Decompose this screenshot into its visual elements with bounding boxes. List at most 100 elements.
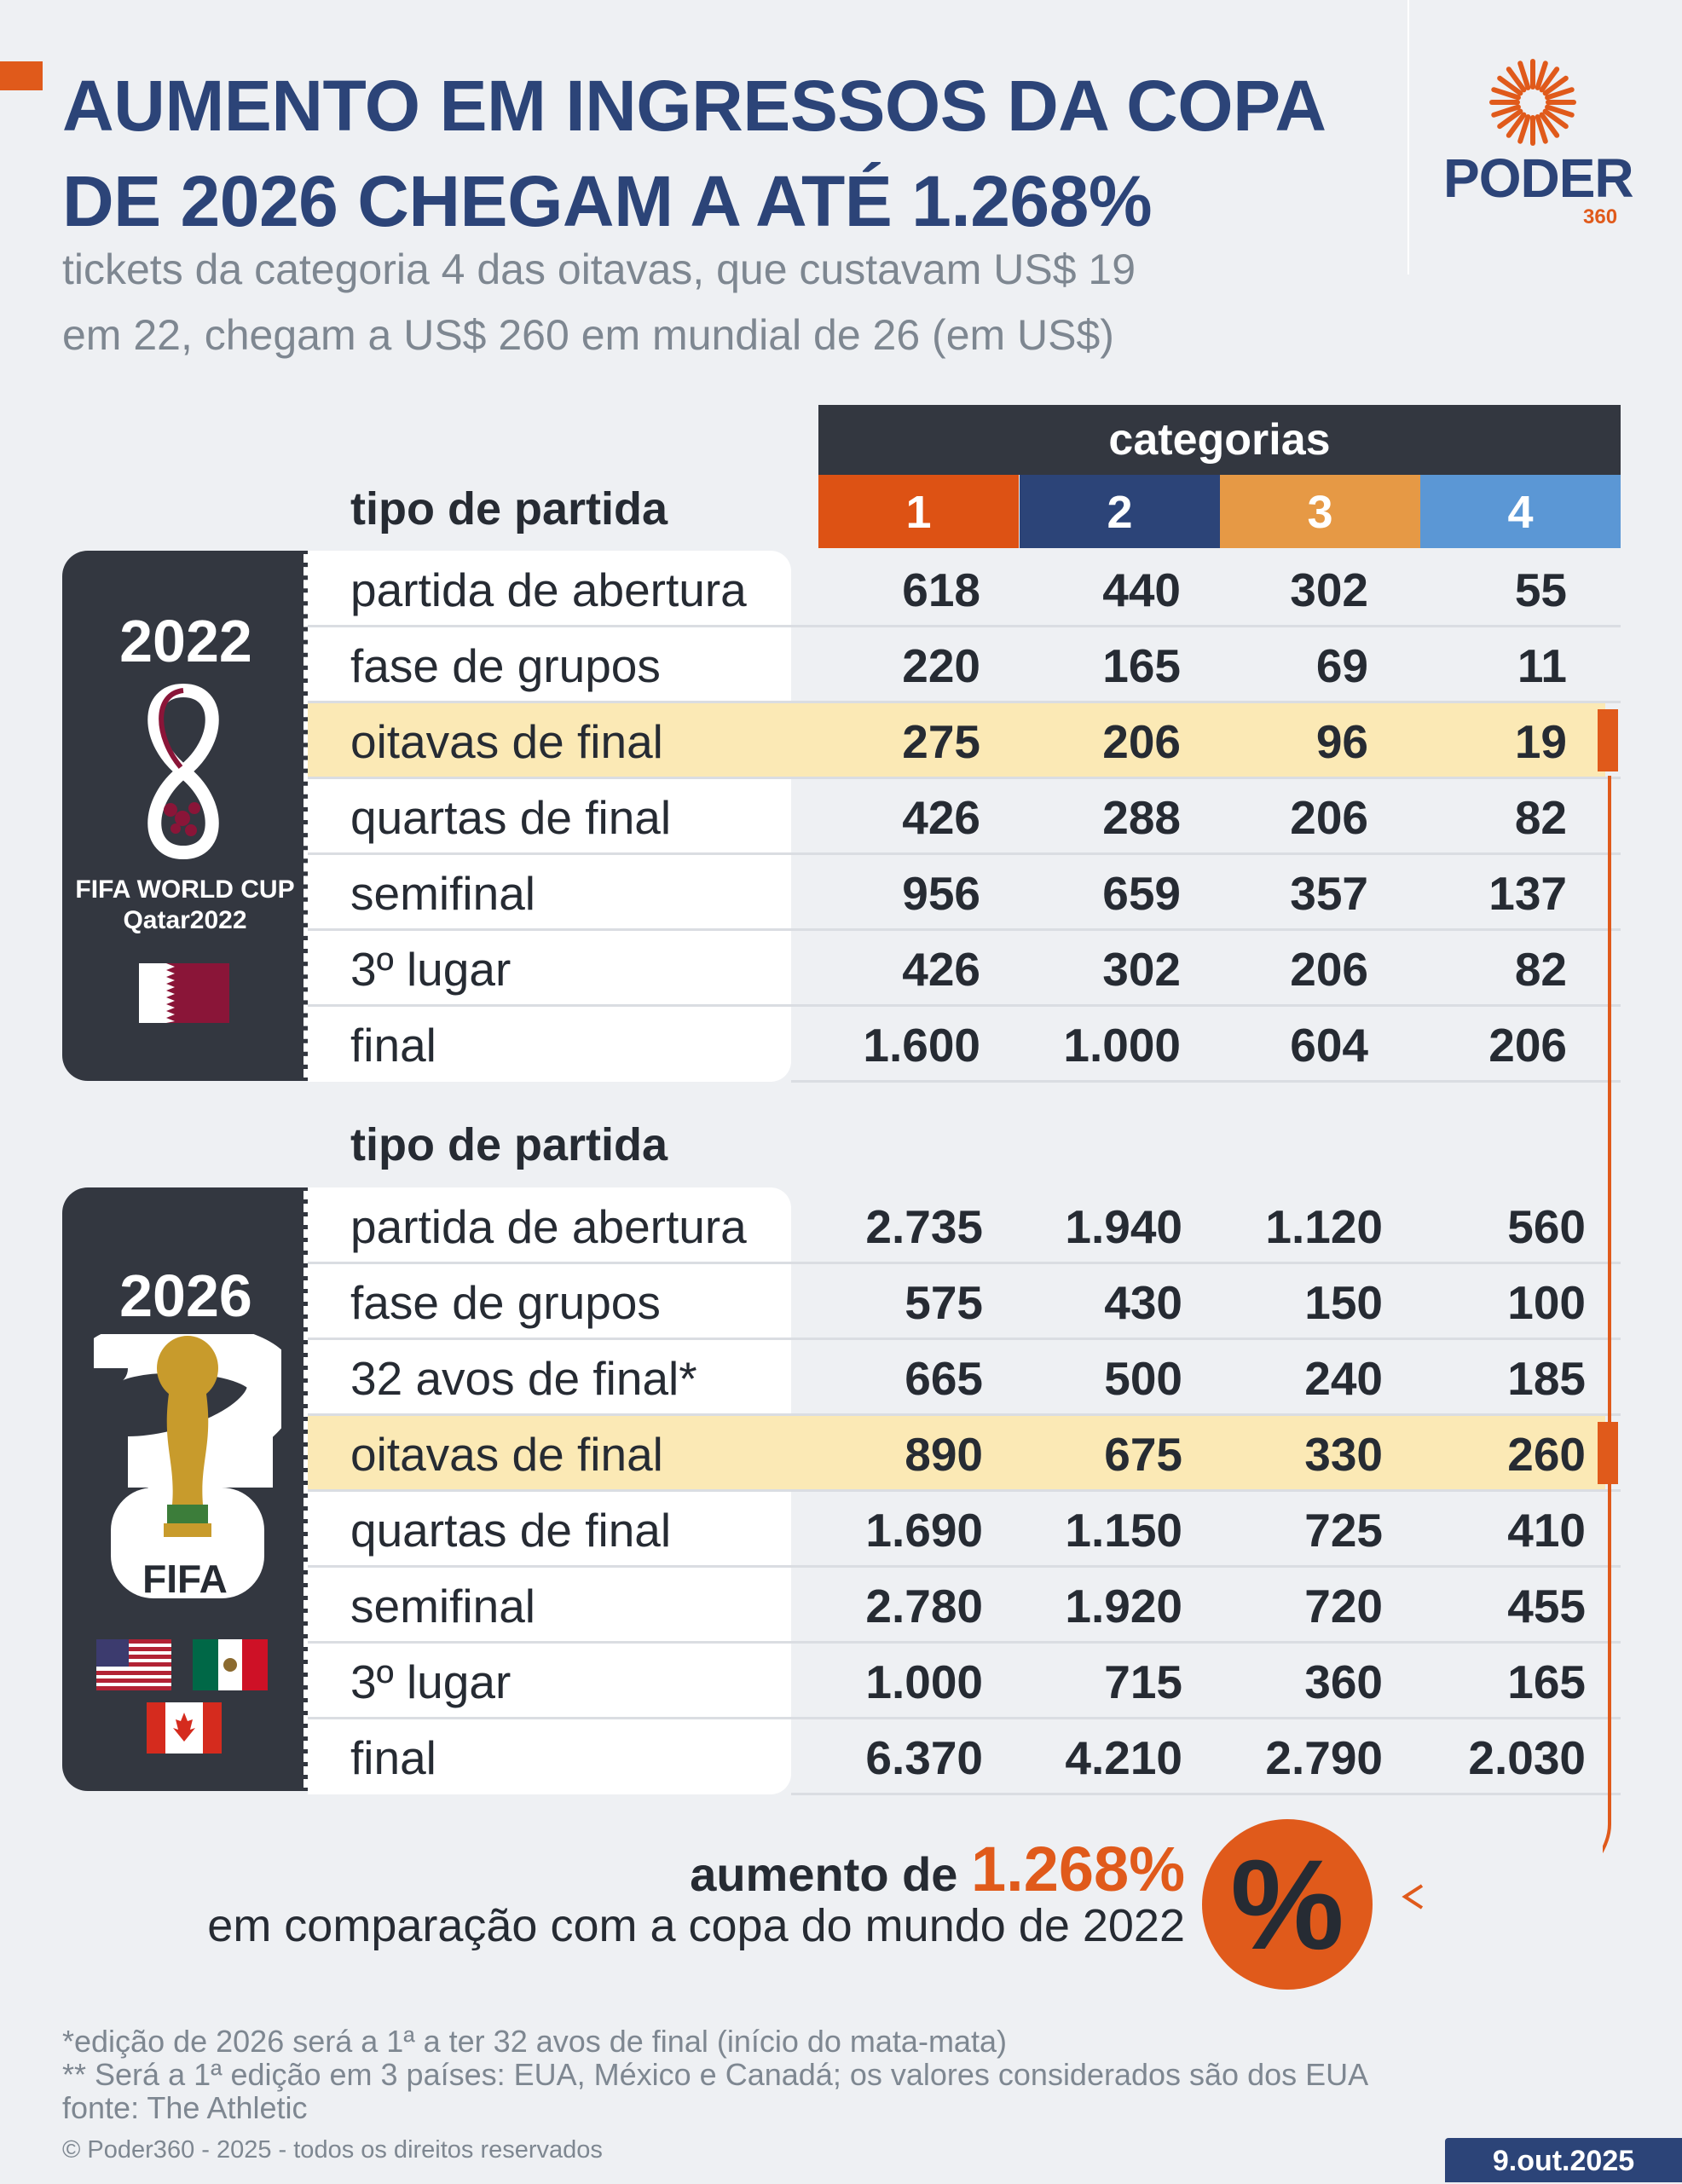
footnote-2: ** Será a 1ª edição em 3 países: EUA, Mé… [62, 2057, 1369, 2092]
logo-number: 360 [1583, 205, 1618, 228]
year-2022-label: 2022 [119, 608, 252, 674]
year-2026-label: 2026 [119, 1262, 252, 1329]
highlight-marker-2022 [1598, 709, 1618, 771]
value-cat-4: 410 [1507, 1504, 1586, 1557]
value-cat-2: 715 [1104, 1655, 1182, 1708]
category-1-header: 1 [818, 475, 1019, 548]
row-label: 3º lugar [350, 1655, 512, 1708]
value-cat-3: 206 [1290, 943, 1368, 996]
row-divider [308, 1004, 1621, 1007]
increase-prefix: aumento de [690, 1847, 972, 1901]
percent-badge [1202, 1819, 1373, 1990]
fifa-2026-emblem-icon [94, 1334, 281, 1598]
sunburst-ray [1517, 61, 1531, 90]
value-cat-2: 1.150 [1065, 1504, 1182, 1557]
sunburst-ray [1542, 75, 1569, 96]
footnote-1: *edição de 2026 será a 1ª a ter 32 avos … [62, 2024, 1007, 2059]
value-cat-1: 426 [902, 791, 980, 844]
value-cat-2: 288 [1102, 791, 1181, 844]
row-label: fase de grupos [350, 1276, 661, 1329]
value-cat-1: 575 [905, 1276, 983, 1329]
row-divider [308, 1641, 1621, 1644]
row-label: fase de grupos [350, 639, 661, 692]
value-cat-2: 1.920 [1065, 1580, 1182, 1632]
row-divider [791, 1793, 1621, 1795]
highlight-row-2026 [308, 1415, 1605, 1491]
value-cat-4: 100 [1507, 1276, 1586, 1329]
sunburst-ray [1491, 87, 1521, 101]
value-cat-1: 618 [902, 563, 980, 616]
sunburst-ray [1497, 75, 1523, 96]
row-label: semifinal [350, 1580, 536, 1632]
sunburst-ray [1517, 114, 1531, 144]
sunburst-ray [1542, 108, 1569, 130]
title-line-2: DE 2026 CHEGAM A ATÉ 1.268% [62, 161, 1153, 241]
value-cat-3: 69 [1315, 639, 1368, 692]
usa-flag-icon [96, 1639, 171, 1690]
value-cat-1: 6.370 [865, 1731, 983, 1784]
row-divider [308, 1413, 1621, 1416]
row-label: 32 avos de final* [350, 1352, 697, 1405]
value-cat-2: 659 [1102, 867, 1181, 920]
value-cat-1: 1.690 [865, 1504, 983, 1557]
value-cat-3: 360 [1304, 1655, 1383, 1708]
page-subtitle: tickets da categoria 4 das oitavas, que … [62, 237, 1392, 368]
header-divider [1407, 0, 1409, 274]
value-cat-1: 665 [905, 1352, 983, 1405]
qatar-flag-icon [139, 963, 229, 1023]
value-cat-4: 260 [1507, 1428, 1586, 1481]
sunburst-ray [1539, 66, 1560, 93]
date-badge: 9.out.2025 [1445, 2138, 1682, 2182]
category-4-header: 4 [1420, 475, 1621, 548]
value-cat-4: 185 [1507, 1352, 1586, 1405]
value-cat-3: 725 [1304, 1504, 1383, 1557]
row-divider [308, 777, 1621, 779]
value-cat-1: 1.000 [865, 1655, 983, 1708]
sunburst-ray [1491, 104, 1521, 118]
sunburst-ray [1539, 112, 1560, 138]
value-cat-3: 206 [1290, 791, 1368, 844]
value-cat-4: 82 [1514, 791, 1567, 844]
row-label: semifinal [350, 867, 536, 920]
row-divider [308, 1489, 1621, 1492]
row-label: oitavas de final [350, 715, 663, 768]
increase-comparison: em comparação com a copa do mundo de 202… [207, 1900, 1185, 1951]
source-note: fonte: The Athletic [62, 2090, 308, 2125]
row-divider [308, 1262, 1621, 1264]
value-cat-1: 275 [902, 715, 980, 768]
sunburst-ray [1545, 87, 1575, 101]
sunburst-ray [1506, 112, 1527, 138]
sunburst-ray [1535, 114, 1548, 144]
sunburst-ray [1506, 66, 1527, 93]
sunburst-icon [1489, 59, 1576, 146]
sunburst-ray [1545, 104, 1575, 118]
canada-flag-icon [147, 1702, 222, 1754]
comparison-arrow-icon [1603, 776, 1611, 1853]
value-cat-3: 150 [1304, 1276, 1383, 1329]
value-cat-2: 1.940 [1065, 1200, 1182, 1253]
row-divider [308, 701, 1621, 703]
value-cat-1: 220 [902, 639, 980, 692]
qatar-2022-emblem-text: FIFA WORLD CUP Qatar2022 [75, 875, 295, 934]
row-divider [308, 852, 1621, 855]
value-cat-1: 2.780 [865, 1580, 983, 1632]
copyright: © Poder360 - 2025 - todos os direitos re… [62, 2136, 603, 2164]
value-cat-3: 302 [1290, 563, 1368, 616]
categories-header: categorias [818, 405, 1621, 475]
value-cat-4: 19 [1514, 715, 1567, 768]
row-label: 3º lugar [350, 943, 512, 996]
row-label: partida de abertura [350, 1200, 747, 1253]
qatar-2022-emblem-icon [147, 683, 219, 860]
row-label: final [350, 1019, 436, 1072]
panel-2026-perforation [303, 1191, 308, 1788]
row-labels-card-2022 [308, 551, 791, 1082]
fifa-2026-emblem-text: FIFA [142, 1557, 228, 1601]
value-cat-4: 137 [1488, 867, 1567, 920]
logo-wordmark: PODER [1443, 147, 1634, 209]
value-cat-1: 956 [902, 867, 980, 920]
value-cat-3: 1.120 [1265, 1200, 1383, 1253]
percent-icon: % [1230, 1833, 1344, 1976]
mexico-flag-icon [193, 1639, 268, 1690]
value-cat-2: 500 [1104, 1352, 1182, 1405]
row-divider [308, 1565, 1621, 1568]
